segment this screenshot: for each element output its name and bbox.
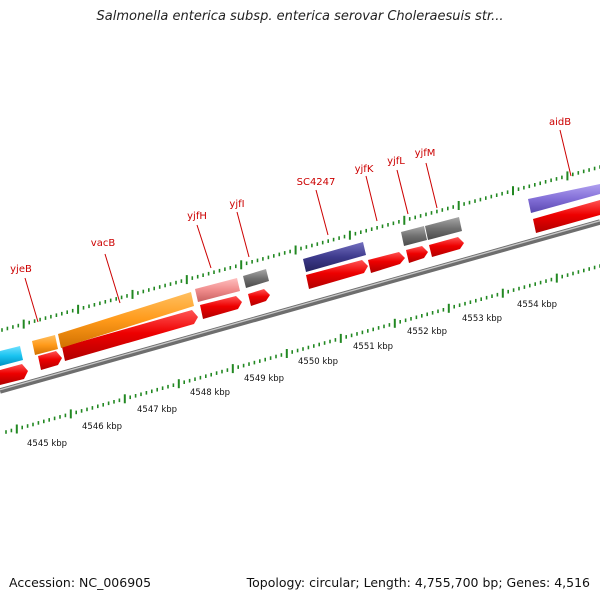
- topology-summary: Topology: circular; Length: 4,755,700 bp…: [246, 575, 590, 590]
- gene-labels: yjeB vacB yjfH yjfI SC4247 yjfK yjfL yjf…: [10, 117, 571, 275]
- feature-block-pink: [195, 278, 240, 302]
- cds-arrow: [368, 252, 405, 273]
- gene-leader-lines: [24, 129, 572, 323]
- gene-label: yjfI: [229, 199, 244, 210]
- cds-arrow: [306, 260, 368, 289]
- cds-arrow: [406, 246, 428, 263]
- cds-arrow: [200, 296, 242, 319]
- gene-label: vacB: [91, 238, 116, 249]
- gene-label: yjeB: [10, 264, 32, 275]
- gene-label: SC4247: [297, 177, 336, 188]
- accession-text: Accession: NC_006905: [9, 575, 152, 590]
- cds-arrow: [38, 351, 62, 370]
- kbp-label: 4551 kbp: [353, 342, 393, 352]
- feature-track: [0, 184, 600, 366]
- kbp-label: 4547 kbp: [137, 405, 177, 415]
- gene-label: yjfM: [415, 148, 436, 159]
- cds-arrow: [62, 310, 198, 361]
- feature-block-orange: [58, 292, 194, 348]
- map-title: Salmonella enterica subsp. enterica sero…: [96, 9, 504, 24]
- kbp-label: 4546 kbp: [82, 422, 122, 432]
- feature-block-orange: [32, 335, 58, 355]
- feature-block-purple: [528, 184, 600, 213]
- feature-block-gray: [425, 217, 462, 240]
- feature-block-gray: [401, 226, 427, 246]
- kbp-label: 4550 kbp: [298, 357, 338, 367]
- gene-label: aidB: [549, 117, 571, 128]
- gene-label: yjfL: [387, 156, 405, 167]
- feature-block-gray: [243, 269, 269, 288]
- cds-arrow: [533, 200, 600, 233]
- cds-arrow: [248, 289, 270, 306]
- backbone: [0, 219, 600, 394]
- kbp-label: 4549 kbp: [244, 374, 284, 384]
- kbp-label: 4553 kbp: [462, 314, 502, 324]
- forward-cds-track: [0, 200, 600, 385]
- scale-labels: 4545 kbp 4546 kbp 4547 kbp 4548 kbp 4549…: [27, 300, 557, 449]
- kbp-label: 4554 kbp: [517, 300, 557, 310]
- feature-block-cyan: [0, 346, 23, 366]
- kbp-label: 4548 kbp: [190, 388, 230, 398]
- kbp-label: 4552 kbp: [407, 327, 447, 337]
- gene-label: yjfK: [355, 164, 374, 175]
- kbp-label: 4545 kbp: [27, 439, 67, 449]
- cds-arrow: [0, 364, 28, 385]
- feature-block-navy: [303, 242, 366, 272]
- gene-label: yjfH: [187, 211, 207, 222]
- inner-tick-row: [5, 264, 600, 434]
- outer-tick-row: [1, 165, 600, 332]
- cds-arrow: [429, 237, 464, 257]
